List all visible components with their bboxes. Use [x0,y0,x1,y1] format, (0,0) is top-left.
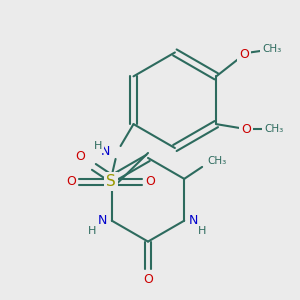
Text: O: O [75,151,85,164]
Text: O: O [66,176,76,188]
Text: S: S [106,174,116,189]
Text: H: H [198,226,206,236]
Text: H: H [94,141,102,151]
Text: O: O [143,273,153,286]
Text: O: O [146,176,155,188]
Text: CH₃: CH₃ [207,156,227,166]
Text: O: O [241,123,251,136]
Text: N: N [189,214,199,227]
Text: CH₃: CH₃ [262,44,282,55]
Text: N: N [98,214,107,227]
Text: H: H [88,226,96,236]
Text: O: O [239,48,249,61]
Text: CH₃: CH₃ [264,124,284,134]
Text: N: N [101,146,111,158]
